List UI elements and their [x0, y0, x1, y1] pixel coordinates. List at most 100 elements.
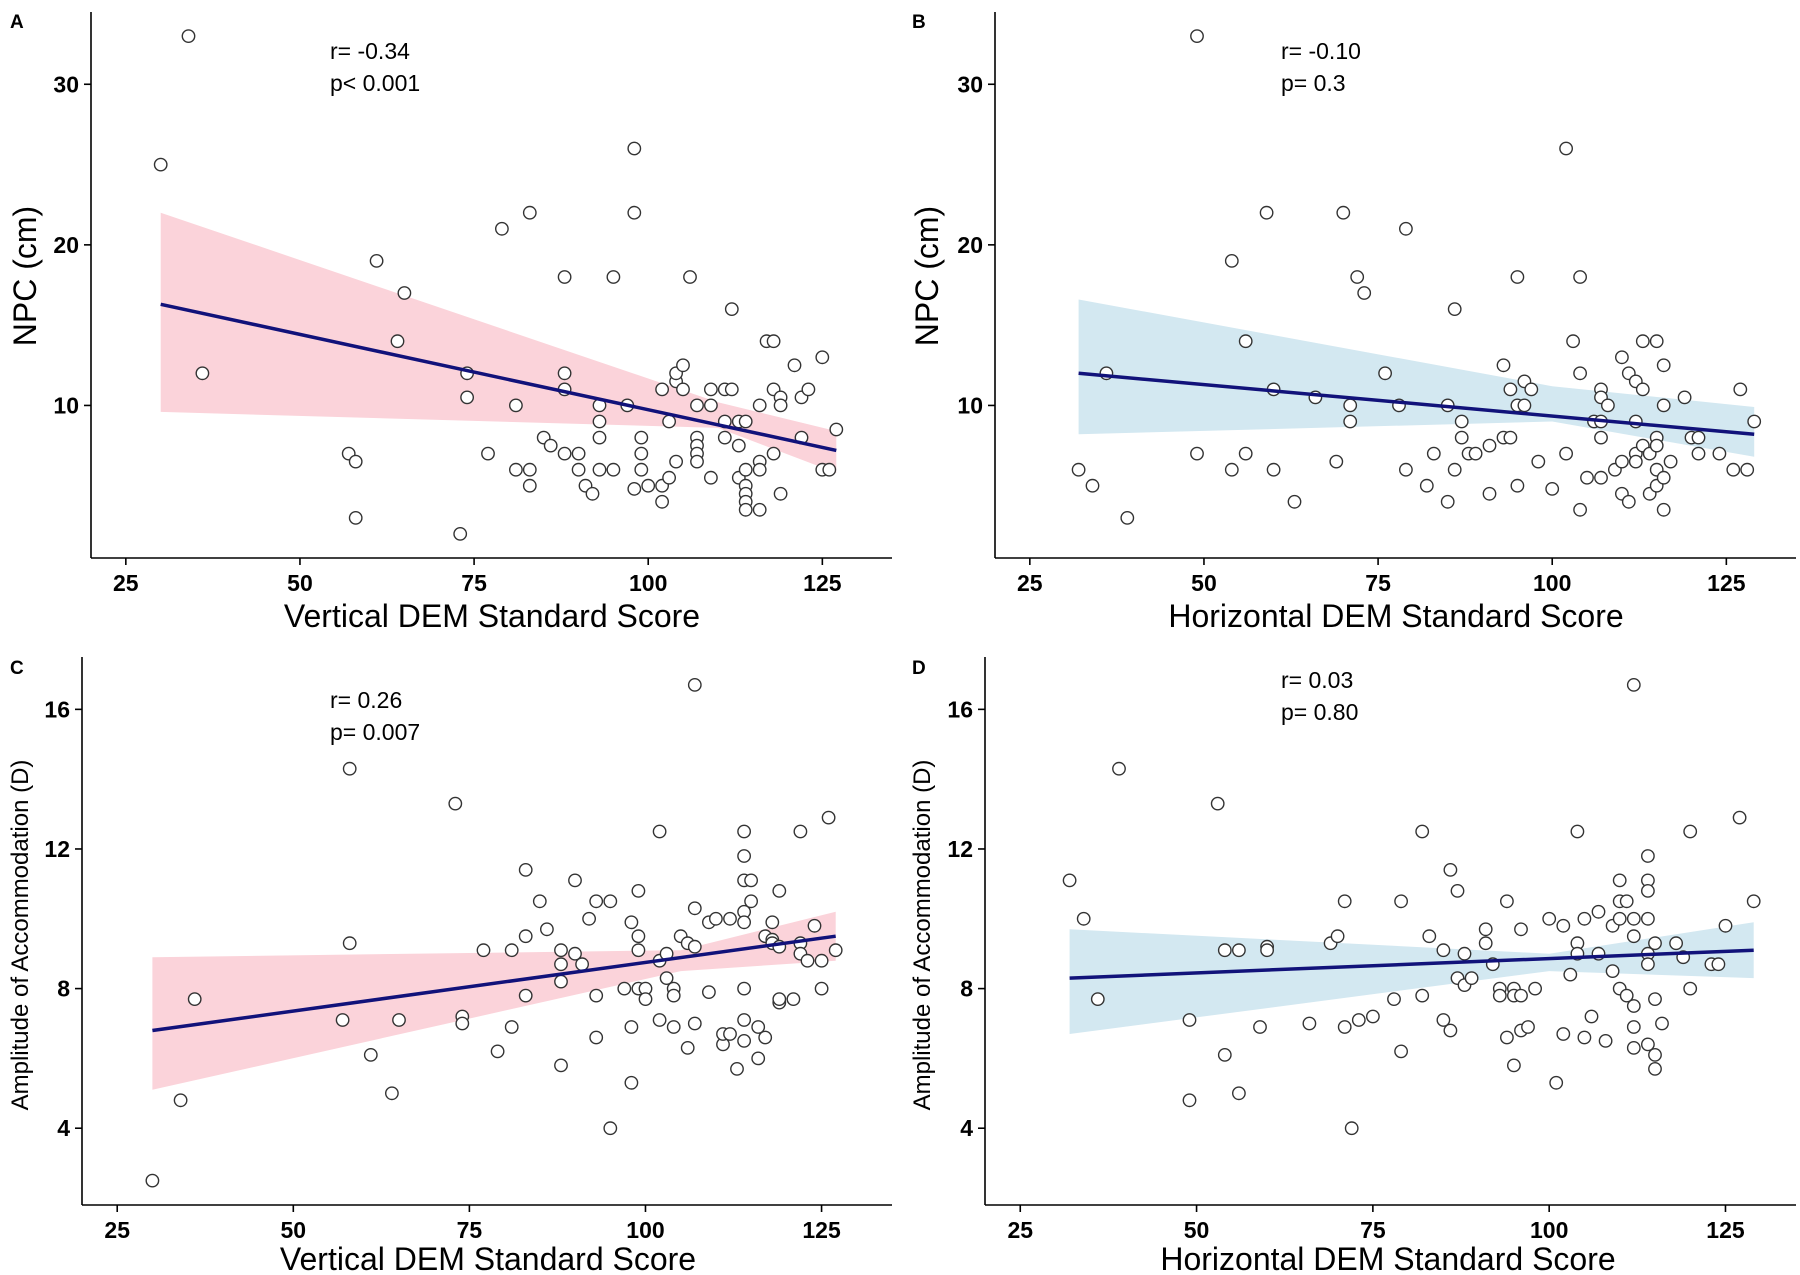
data-point: [1182, 1093, 1197, 1108]
stat-p: p= 0.80: [1281, 699, 1358, 725]
data-point: [1399, 221, 1413, 236]
axes: 25 50 75 100 125 4 8 12 16: [44, 657, 892, 1243]
data-point: [1510, 270, 1525, 284]
data-point: [187, 992, 202, 1006]
data-point: [624, 915, 639, 930]
y-axis-title: NPC (cm): [909, 206, 945, 346]
data-point: [557, 366, 572, 381]
data-point: [1528, 981, 1543, 996]
data-point: [652, 1013, 667, 1027]
data-point: [592, 462, 607, 477]
data-point: [704, 470, 718, 485]
data-point: [1378, 366, 1393, 381]
data-point: [737, 915, 751, 930]
x-tick-label: 100: [1533, 570, 1571, 596]
data-point: [589, 1030, 604, 1045]
data-point: [1621, 494, 1636, 509]
data-point: [589, 988, 604, 1003]
data-point: [145, 1173, 160, 1188]
data-point: [800, 953, 815, 968]
data-point: [638, 992, 653, 1006]
data-point: [717, 430, 732, 445]
data-point: [195, 366, 210, 381]
data-point: [1071, 462, 1086, 477]
stat-r: r= -0.34: [330, 38, 410, 64]
data-point: [532, 894, 547, 909]
data-point: [1210, 796, 1225, 811]
data-point: [1329, 454, 1344, 469]
data-point: [1517, 398, 1532, 413]
x-tick-label: 50: [1184, 1217, 1210, 1243]
data-point: [1302, 1016, 1317, 1031]
data-point: [1232, 1086, 1246, 1101]
data-point: [1450, 884, 1465, 898]
data-point: [1655, 1016, 1669, 1031]
data-point: [772, 992, 787, 1006]
data-point: [173, 1093, 188, 1108]
data-point: [1259, 205, 1274, 220]
data-point: [1663, 454, 1678, 469]
data-point: [1656, 398, 1671, 413]
stat-p: p< 0.001: [330, 70, 420, 96]
data-point: [363, 1048, 378, 1062]
data-point: [1399, 462, 1413, 477]
data-point: [1482, 486, 1497, 501]
data-point: [1747, 414, 1762, 429]
data-point: [1740, 462, 1755, 477]
data-point: [709, 911, 723, 926]
data-point: [731, 438, 746, 453]
data-point: [814, 953, 829, 968]
data-point: [603, 894, 618, 909]
data-point: [1503, 430, 1518, 445]
data-point: [1559, 446, 1574, 461]
y-tick-label: 10: [53, 392, 79, 418]
data-point: [571, 462, 586, 477]
data-point: [1190, 29, 1204, 43]
data-point: [690, 454, 704, 469]
data-point: [348, 511, 363, 525]
data-point: [1500, 894, 1514, 909]
data-point: [1626, 911, 1641, 926]
data-point: [624, 1020, 639, 1034]
data-point: [723, 911, 737, 926]
x-tick-label: 125: [803, 570, 842, 596]
data-point: [1387, 992, 1401, 1006]
data-point: [1337, 894, 1352, 909]
y-tick-label: 12: [44, 836, 70, 862]
axes: 25 50 75 100 125 10 20 30: [53, 12, 892, 596]
data-point: [1656, 358, 1671, 373]
data-point: [617, 981, 632, 996]
data-point: [1514, 988, 1528, 1003]
data-point: [348, 454, 363, 469]
data-point: [1601, 398, 1615, 413]
data-point: [1691, 446, 1706, 461]
data-point: [509, 398, 523, 413]
y-tick-label: 10: [957, 392, 983, 418]
data-point: [1478, 936, 1493, 951]
data-point: [1545, 481, 1560, 496]
data-point: [1573, 270, 1588, 284]
data-point: [1085, 478, 1100, 493]
data-point: [687, 1016, 702, 1031]
data-point: [814, 981, 829, 996]
x-tick-label: 25: [1017, 570, 1043, 596]
data-point: [397, 286, 412, 300]
data-point: [585, 486, 600, 501]
y-axis-title: NPC (cm): [7, 206, 43, 346]
data-point: [543, 438, 558, 453]
x-tick-label: 100: [626, 1217, 664, 1243]
data-point: [1182, 1013, 1197, 1027]
data-point: [606, 462, 621, 477]
data-point: [1343, 398, 1358, 413]
data-point: [518, 863, 533, 877]
data-point: [1648, 1048, 1662, 1062]
data-point: [1415, 824, 1430, 839]
data-point: [390, 334, 405, 349]
data-point: [490, 1044, 505, 1059]
data-point: [1350, 270, 1365, 284]
data-point: [631, 943, 646, 958]
data-point: [1577, 911, 1592, 926]
stat-r: r= -0.10: [1281, 38, 1361, 64]
data-point: [1337, 1020, 1352, 1034]
data-point: [575, 957, 589, 972]
